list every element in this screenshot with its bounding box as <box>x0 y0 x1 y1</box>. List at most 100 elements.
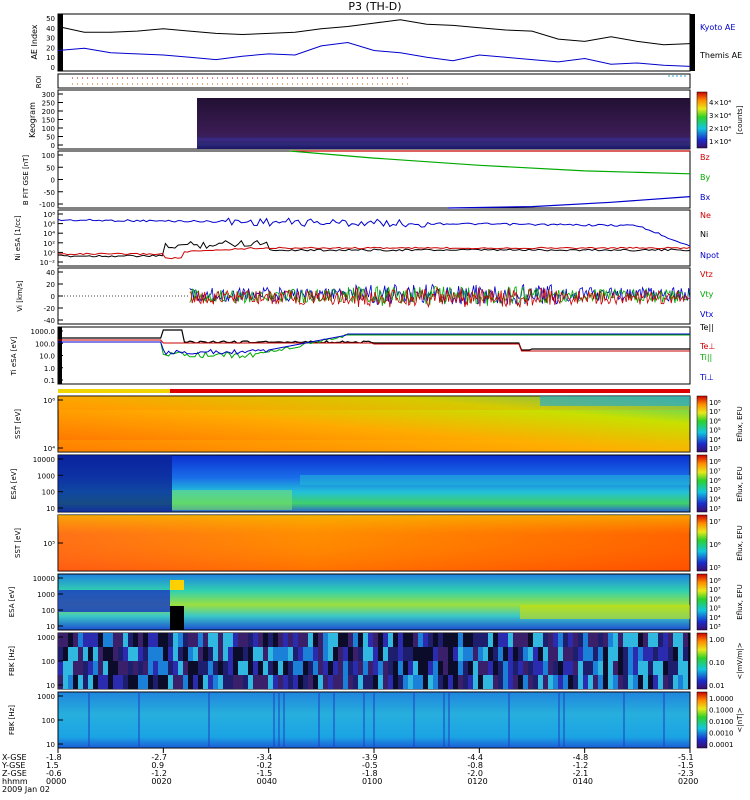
fbk-e-colorbar <box>696 691 708 749</box>
fbk-e-ytick-label: 100 <box>42 717 55 725</box>
fbk-b-cell <box>83 633 88 647</box>
fbk-b-cell <box>308 647 313 661</box>
footer-cell-y: 1.5 <box>46 761 59 770</box>
fbk-b-cell <box>173 675 178 689</box>
fbk-e-stripe <box>278 692 280 748</box>
fbk-b-cell <box>638 675 643 689</box>
density-ytick-label: 10⁰ <box>43 249 55 257</box>
fbk-b-cell <box>368 647 373 661</box>
fbk-b-cell <box>413 675 418 689</box>
fbk-b-cell <box>663 647 668 661</box>
fbk-b-cell <box>258 633 263 647</box>
fbk-b-cell <box>308 675 313 689</box>
fbk-b-cell <box>628 661 633 675</box>
fbk-b-cell <box>628 675 633 689</box>
fbk-b-cell <box>508 675 513 689</box>
fbk-b-cell <box>253 647 258 661</box>
fbk-b-cell <box>448 661 453 675</box>
fbk-b-cell <box>648 661 653 675</box>
fbk-b-cell <box>73 633 78 647</box>
fbk-b-cell <box>488 647 493 661</box>
sst-e-cbar-tick: 10³ <box>709 445 721 453</box>
fbk-b-cell <box>138 647 143 661</box>
fbk-b-cell <box>528 633 533 647</box>
esa-e-cbar-tick: 10⁴ <box>709 496 721 504</box>
esa-i-colorbar <box>696 573 708 631</box>
fbk-b-cell <box>413 633 418 647</box>
fbk-b-ylabel: FBK [Hz] <box>8 646 16 676</box>
footer-label-z: Z-GSE <box>2 769 27 778</box>
roi-panel: ROI <box>35 73 691 89</box>
footer-cell-x: -1.8 <box>46 753 62 762</box>
fbk-b-cell <box>398 661 403 675</box>
velocity-ylabel: Vi [km/s] <box>16 280 24 311</box>
fbk-b-cell <box>333 661 338 675</box>
fbk-b-cell <box>313 647 318 661</box>
fbk-b-cell <box>683 647 688 661</box>
esa-e-colorbar <box>696 454 708 513</box>
fbk-b-cell <box>298 675 303 689</box>
footer-cell-x: -3.9 <box>362 753 378 762</box>
fbk-b-cell <box>193 633 198 647</box>
footer-cell-t: 0020 <box>151 777 172 786</box>
fbk-b-cell <box>548 647 553 661</box>
fbk-b-cell <box>463 647 468 661</box>
footer-date: 2009 Jan 02 <box>2 785 50 794</box>
fbk-b-cell <box>113 633 118 647</box>
fbk-b-cell <box>308 661 313 675</box>
fbk-b-cell <box>163 661 168 675</box>
fbk-b-cell <box>208 633 213 647</box>
legend-vtz: Vtz <box>700 270 713 279</box>
fbk-b-cell <box>483 661 488 675</box>
keogram-ylabel: Keogram <box>28 102 37 138</box>
fbk-b-cell <box>178 675 183 689</box>
fbk-b-ytick-label: 10 <box>46 682 55 690</box>
fbk-b-cell <box>148 647 153 661</box>
fbk-b-cell <box>523 661 528 675</box>
fbk-b-cell <box>428 675 433 689</box>
fbk-b-cell <box>593 647 598 661</box>
fbk-b-cell <box>243 633 248 647</box>
fbk-b-cell <box>233 675 238 689</box>
fbk-b-cell <box>88 633 93 647</box>
fbk-b-cell <box>468 661 473 675</box>
footer-cell-y: -1.2 <box>572 761 589 770</box>
fbk-b-cell <box>203 633 208 647</box>
fbk-b-cell <box>558 675 563 689</box>
fbk-b-cell <box>673 633 678 647</box>
npot-line <box>57 217 691 247</box>
fbk-b-cell <box>438 633 443 647</box>
fbk-b-cell <box>403 647 408 661</box>
fbk-e-ylabel: FBK [Hz] <box>8 705 16 735</box>
fbk-b-cell <box>578 661 583 675</box>
fbk-e-ytick-label: 10 <box>46 741 55 749</box>
fbk-b-cell <box>203 661 208 675</box>
footer-cell-t: 0140 <box>572 777 594 786</box>
keogram-ytick-label: 50 <box>46 134 55 142</box>
fbk-b-cell <box>73 661 78 675</box>
fbk-b-cell <box>678 633 683 647</box>
fbk-b-cell <box>133 661 138 675</box>
fbk-b-cell <box>173 647 178 661</box>
fbk-b-cell <box>403 661 408 675</box>
esa-i-cbar-tick: 10⁸ <box>709 577 721 585</box>
fbk-b-cell <box>473 647 478 661</box>
fbk-b-cell <box>423 675 428 689</box>
fbk-b-cell <box>333 633 338 647</box>
fbk-b-cell <box>613 633 618 647</box>
fbk-b-cell <box>433 675 438 689</box>
fbk-b-cell <box>473 633 478 647</box>
fbk-b-cell <box>523 675 528 689</box>
fbk-b-cell <box>393 661 398 675</box>
fbk-b-cell <box>128 633 133 647</box>
fbk-b-cell <box>323 661 328 675</box>
footer-label-x: X-GSE <box>2 753 27 762</box>
fbk-b-cell <box>268 647 273 661</box>
fbk-b-cell <box>498 661 503 675</box>
fbk-e-cbar-tick: 0.0010 <box>709 730 734 738</box>
fbk-b-cell <box>258 647 263 661</box>
fbk-b-cell <box>343 633 348 647</box>
fbk-b-cell <box>518 661 523 675</box>
esa-i-ytick-label: 1000 <box>37 591 55 599</box>
fbk-b-cell <box>673 661 678 675</box>
